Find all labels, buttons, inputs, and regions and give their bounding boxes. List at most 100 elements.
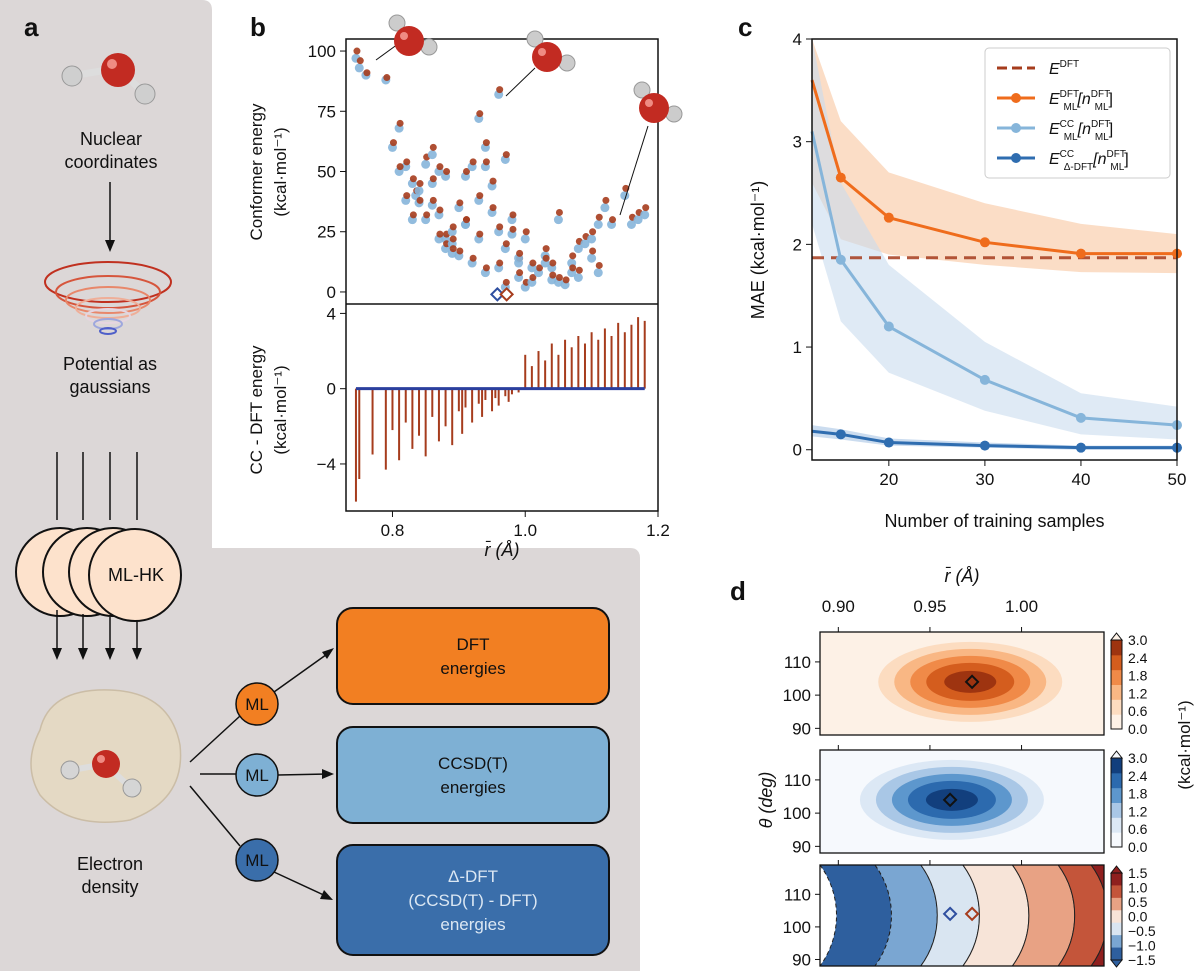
b-point-dft-30 <box>489 204 497 212</box>
b-point-dft-2 <box>363 69 371 77</box>
d-cbar-bottom-2 <box>1109 959 1124 968</box>
b-bot-ylabel-2: (kcal·mol⁻¹) <box>271 365 290 454</box>
b-callout-line-2 <box>505 67 536 97</box>
c-ytick-label-4: 4 <box>793 30 802 49</box>
c-point-2-4 <box>1075 442 1086 453</box>
d-diff-band-0 <box>820 865 892 966</box>
b-bot-ytick-label-0: −4 <box>317 455 336 474</box>
energy-box-1 <box>336 607 610 705</box>
d-cbar-seg-1-2 <box>1111 802 1122 818</box>
b-molecule-3-shine <box>645 99 653 107</box>
b-point-dft-54 <box>609 216 617 224</box>
d-cbar-tick-2-3: 0.0 <box>1128 909 1148 925</box>
b-point-cc-57 <box>633 215 643 225</box>
c-frame <box>811 38 1178 461</box>
b-point-dft-10 <box>423 211 431 219</box>
b-point-dft-34 <box>502 240 510 248</box>
b-point-dft-4 <box>389 139 397 147</box>
d-cbar-seg-0-5 <box>1111 640 1122 656</box>
b-point-dft-21 <box>456 247 464 255</box>
b-point-cc-46 <box>553 215 563 225</box>
ml-circle-label-3: ML <box>245 851 269 870</box>
d-cbar-seg-1-3 <box>1111 787 1122 803</box>
b-top-ytick-label-4: 100 <box>308 42 336 61</box>
b-point-dft-3 <box>383 74 391 82</box>
d-xtick-label-2: 1.00 <box>1005 597 1038 616</box>
b-point-cc-52 <box>593 220 603 229</box>
b-point-dft-47 <box>562 276 570 284</box>
d-xlabel: r̄ (Å) <box>945 566 980 586</box>
b-point-dft-74 <box>482 158 490 166</box>
panel-label-a: a <box>24 12 39 42</box>
d-cbar-seg-2-2 <box>1111 897 1122 911</box>
ml-branches: ML ML ML DFT energies CCSD(T) energies Δ-DFT (CC… <box>189 607 610 956</box>
nuclear-label-1: Nuclear <box>80 129 142 149</box>
d-cbar-seg-0-2 <box>1111 684 1122 700</box>
b-point-dft-26 <box>476 192 484 200</box>
b-xtick-label-0: 0.8 <box>381 521 405 540</box>
d-cbar-seg-1-0 <box>1111 832 1122 848</box>
d-ytick-label-2-0: 110 <box>784 885 811 904</box>
d-cbar-tick-1-1: 2.4 <box>1128 768 1148 784</box>
c-band-1 <box>812 39 1177 440</box>
b-point-dft-77 <box>542 254 550 262</box>
b-point-cc-79 <box>573 273 583 282</box>
d-cbar-tick-1-0: 3.0 <box>1128 750 1148 766</box>
c-legend-marker-2 <box>1011 123 1021 133</box>
b-diamond-dft <box>499 286 515 302</box>
b-molecule-2 <box>526 30 576 72</box>
b-callout-line-1 <box>375 43 399 61</box>
b-point-dft-35 <box>502 278 510 286</box>
panel-label-d: d <box>730 576 746 606</box>
panel-c: 0 1 2 3 4 20 30 40 50 Number of training samples M… <box>748 30 1186 531</box>
b-molecule-2-shine <box>538 48 546 56</box>
b-point-dft-15 <box>436 163 444 171</box>
c-band-0 <box>812 39 1177 274</box>
b-point-dft-5 <box>396 119 404 127</box>
b-point-dft-53 <box>602 196 610 204</box>
d-contours-2 <box>820 865 1104 966</box>
b-point-dft-0 <box>353 47 361 55</box>
b-point-cc-11 <box>421 159 431 169</box>
ml-arrow-2b <box>277 773 329 776</box>
c-xtick-label-2: 40 <box>1071 470 1090 489</box>
b-point-dft-19 <box>449 235 457 243</box>
b-point-dft-22 <box>462 168 470 175</box>
potential-funnel-icon <box>44 261 172 335</box>
d-cbar-tick-1-3: 1.2 <box>1128 803 1148 819</box>
b-bot-ylabel-1: CC - DFT energy <box>247 345 266 475</box>
d-diff-band-1 <box>874 865 938 966</box>
energy-box-label-3-2: (CCSD(T) - DFT) <box>408 891 537 910</box>
d-frame-1 <box>819 749 1105 854</box>
b-point-dft-33 <box>496 86 504 94</box>
c-point-0-4 <box>1075 248 1086 259</box>
b-point-dft-20 <box>456 199 464 207</box>
potential-label-1: Potential as <box>63 354 157 374</box>
d-cbar-seg-2-6 <box>1111 947 1122 961</box>
d-marker-0 <box>964 674 980 690</box>
c-point-1-4 <box>1075 412 1086 423</box>
b-point-dft-25 <box>469 254 477 262</box>
ml-hk-circles <box>15 527 182 622</box>
panel-label-c: c <box>738 12 752 42</box>
arrow-head-1 <box>105 240 115 252</box>
d-cbar-tick-0-1: 2.4 <box>1128 650 1148 666</box>
b-point-dft-38 <box>516 269 524 277</box>
ml-circle-3 <box>235 838 279 882</box>
energy-box-2 <box>336 726 610 824</box>
c-ytick-label-0: 0 <box>793 441 802 460</box>
b-point-dft-6 <box>403 158 411 166</box>
b-point-dft-1 <box>356 57 364 65</box>
density-label-2: density <box>81 877 138 897</box>
d-cbar-seg-0-4 <box>1111 654 1122 671</box>
d-cbar-seg-0-0 <box>1111 714 1122 730</box>
c-ylabel: MAE (kcal·mol⁻¹) <box>748 181 768 320</box>
d-frame-2 <box>819 864 1105 967</box>
b-molecule-1 <box>388 14 438 56</box>
b-point-dft-9 <box>416 196 424 204</box>
b-point-dft-79 <box>575 266 583 274</box>
b-point-cc-70 <box>414 186 424 196</box>
b-point-dft-31 <box>489 177 497 185</box>
b-point-dft-59 <box>396 163 404 171</box>
